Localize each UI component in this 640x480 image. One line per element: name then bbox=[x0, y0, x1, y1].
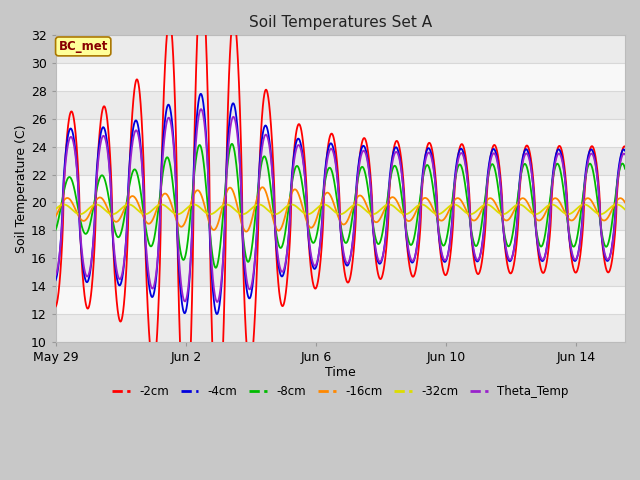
Bar bbox=[56, 175, 625, 203]
Bar bbox=[56, 203, 625, 230]
Title: Soil Temperatures Set A: Soil Temperatures Set A bbox=[249, 15, 432, 30]
Bar bbox=[56, 286, 625, 314]
Bar bbox=[56, 147, 625, 175]
Bar bbox=[56, 258, 625, 286]
Bar bbox=[56, 314, 625, 342]
Bar bbox=[56, 230, 625, 258]
X-axis label: Time: Time bbox=[325, 366, 356, 379]
Y-axis label: Soil Temperature (C): Soil Temperature (C) bbox=[15, 124, 28, 252]
Legend: -2cm, -4cm, -8cm, -16cm, -32cm, Theta_Temp: -2cm, -4cm, -8cm, -16cm, -32cm, Theta_Te… bbox=[108, 381, 573, 403]
Bar bbox=[56, 119, 625, 147]
Bar bbox=[56, 63, 625, 91]
Text: BC_met: BC_met bbox=[58, 40, 108, 53]
Bar bbox=[56, 91, 625, 119]
Bar bbox=[56, 36, 625, 63]
